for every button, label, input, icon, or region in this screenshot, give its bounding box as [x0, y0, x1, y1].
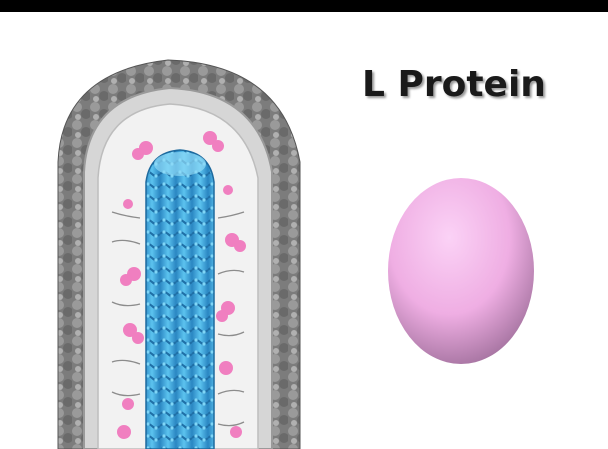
nucleocapsid-core — [145, 149, 215, 449]
slide-canvas: L Protein — [0, 12, 608, 449]
matrix-proteins — [117, 131, 246, 439]
l-protein-shape — [388, 178, 534, 364]
nucleocapsid-tip — [154, 152, 206, 176]
protein-strands — [111, 211, 245, 427]
slide-title: L Protein — [362, 64, 546, 105]
virion-illustration — [57, 59, 534, 449]
